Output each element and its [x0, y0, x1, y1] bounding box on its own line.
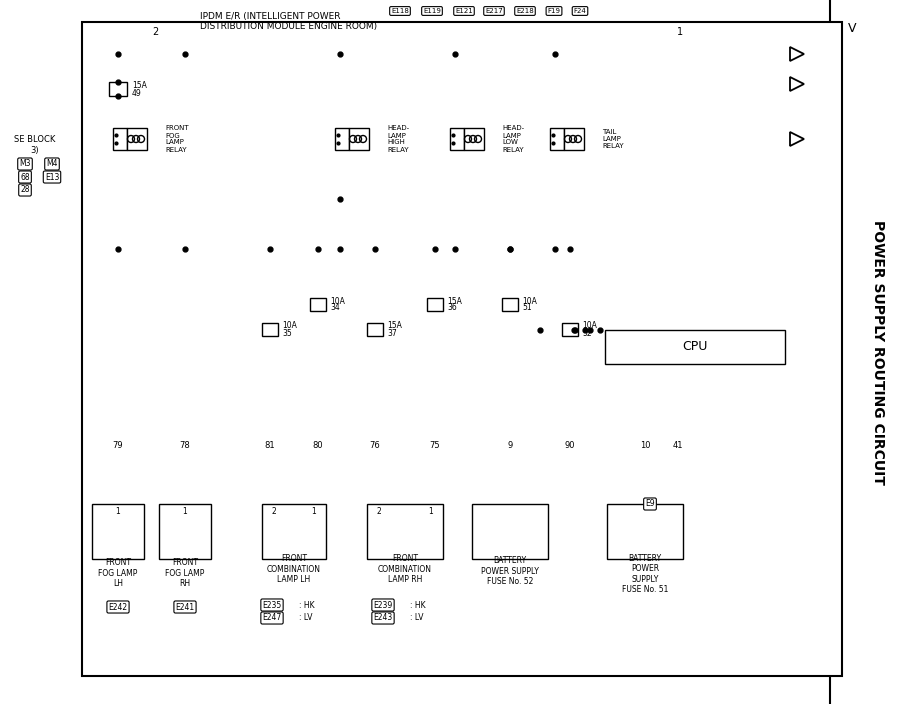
Text: FRONT
FOG LAMP
RH: FRONT FOG LAMP RH: [165, 558, 204, 588]
Text: E119: E119: [423, 8, 441, 14]
Text: E243: E243: [373, 613, 392, 622]
Text: BATTERY
POWER SUPPLY
FUSE No. 52: BATTERY POWER SUPPLY FUSE No. 52: [481, 556, 539, 586]
Text: 15A: 15A: [447, 296, 461, 306]
Bar: [502, 298, 518, 310]
Text: F19: F19: [547, 8, 561, 14]
Bar: [464, 128, 484, 150]
Bar: [82, 22, 842, 676]
Bar: [605, 330, 785, 364]
Text: 78: 78: [180, 441, 191, 451]
Text: 51: 51: [522, 303, 531, 313]
Text: 49: 49: [132, 89, 142, 97]
Text: E218: E218: [516, 8, 534, 14]
Text: 90: 90: [565, 441, 576, 451]
Text: : HK: : HK: [299, 601, 315, 610]
Text: 1: 1: [428, 508, 434, 517]
Text: E9: E9: [646, 500, 655, 508]
Bar: [109, 82, 127, 96]
Text: 9: 9: [507, 441, 513, 451]
Text: E242: E242: [109, 603, 128, 612]
Text: SE BLOCK: SE BLOCK: [15, 134, 55, 144]
Text: IPDM E/R (INTELLIGENT POWER: IPDM E/R (INTELLIGENT POWER: [200, 11, 341, 20]
Bar: [564, 128, 584, 150]
Text: E235: E235: [262, 601, 282, 610]
Text: : LV: : LV: [410, 613, 424, 622]
Text: E217: E217: [485, 8, 503, 14]
Text: M3: M3: [19, 160, 30, 168]
Text: 15A: 15A: [387, 322, 402, 330]
Bar: [550, 128, 564, 150]
Text: 68: 68: [20, 172, 29, 182]
Text: 28: 28: [20, 185, 29, 194]
Text: E247: E247: [262, 613, 282, 622]
Text: 79: 79: [112, 441, 123, 451]
Bar: [262, 322, 278, 336]
Text: 35: 35: [282, 329, 292, 337]
Text: FRONT
FOG
LAMP
RELAY: FRONT FOG LAMP RELAY: [165, 125, 189, 153]
Text: DISTRIBUTION MODULE ENGINE ROOM): DISTRIBUTION MODULE ENGINE ROOM): [200, 23, 377, 32]
Text: 2: 2: [152, 27, 158, 37]
Text: FRONT
FOG LAMP
LH: FRONT FOG LAMP LH: [99, 558, 137, 588]
Text: E118: E118: [391, 8, 409, 14]
Text: FRONT
COMBINATION
LAMP RH: FRONT COMBINATION LAMP RH: [378, 554, 432, 584]
Bar: [92, 504, 144, 559]
Text: 10A: 10A: [282, 322, 297, 330]
Bar: [607, 504, 683, 559]
Text: 41: 41: [672, 441, 683, 451]
Text: POWER SUPPLY ROUTING CIRCUIT: POWER SUPPLY ROUTING CIRCUIT: [871, 220, 885, 484]
Bar: [427, 298, 443, 310]
Bar: [113, 128, 127, 150]
Bar: [310, 298, 326, 310]
Text: 2: 2: [272, 508, 276, 517]
Text: HEAD-
LAMP
LOW
RELAY: HEAD- LAMP LOW RELAY: [502, 125, 524, 153]
Text: 1: 1: [311, 508, 317, 517]
Text: E13: E13: [45, 172, 59, 182]
Bar: [367, 322, 383, 336]
Text: 75: 75: [430, 441, 440, 451]
Text: 10A: 10A: [582, 322, 597, 330]
Text: 1: 1: [677, 27, 683, 37]
Text: 36: 36: [447, 303, 457, 313]
Text: : HK: : HK: [410, 601, 426, 610]
Text: M4: M4: [46, 160, 58, 168]
Text: 37: 37: [387, 329, 397, 337]
Bar: [127, 128, 147, 150]
Bar: [262, 504, 326, 559]
Text: : LV: : LV: [299, 613, 312, 622]
Text: 52: 52: [582, 329, 591, 337]
Text: E241: E241: [175, 603, 194, 612]
Text: 1: 1: [182, 508, 187, 517]
Text: FRONT
COMBINATION
LAMP LH: FRONT COMBINATION LAMP LH: [267, 554, 321, 584]
Bar: [349, 128, 369, 150]
Text: E239: E239: [373, 601, 392, 610]
Text: 80: 80: [313, 441, 323, 451]
Text: 34: 34: [330, 303, 340, 313]
Text: V: V: [848, 22, 857, 34]
Text: BATTERY
POWER
SUPPLY
FUSE No. 51: BATTERY POWER SUPPLY FUSE No. 51: [622, 554, 669, 594]
Text: 81: 81: [264, 441, 275, 451]
Text: 10: 10: [640, 441, 650, 451]
Text: 10A: 10A: [330, 296, 344, 306]
Text: F24: F24: [574, 8, 587, 14]
Bar: [450, 128, 464, 150]
Bar: [472, 504, 548, 559]
Text: TAIL
LAMP
RELAY: TAIL LAMP RELAY: [602, 129, 624, 149]
Text: 3): 3): [30, 146, 40, 154]
Text: 15A: 15A: [132, 82, 146, 91]
Bar: [335, 128, 349, 150]
Bar: [159, 504, 211, 559]
Text: 76: 76: [369, 441, 380, 451]
Text: CPU: CPU: [682, 341, 707, 353]
Bar: [562, 322, 578, 336]
Text: E121: E121: [455, 8, 472, 14]
Bar: [367, 504, 443, 559]
Text: 10A: 10A: [522, 296, 537, 306]
Text: 2: 2: [377, 508, 381, 517]
Text: HEAD-
LAMP
HIGH
RELAY: HEAD- LAMP HIGH RELAY: [387, 125, 409, 153]
Text: 1: 1: [116, 508, 121, 517]
